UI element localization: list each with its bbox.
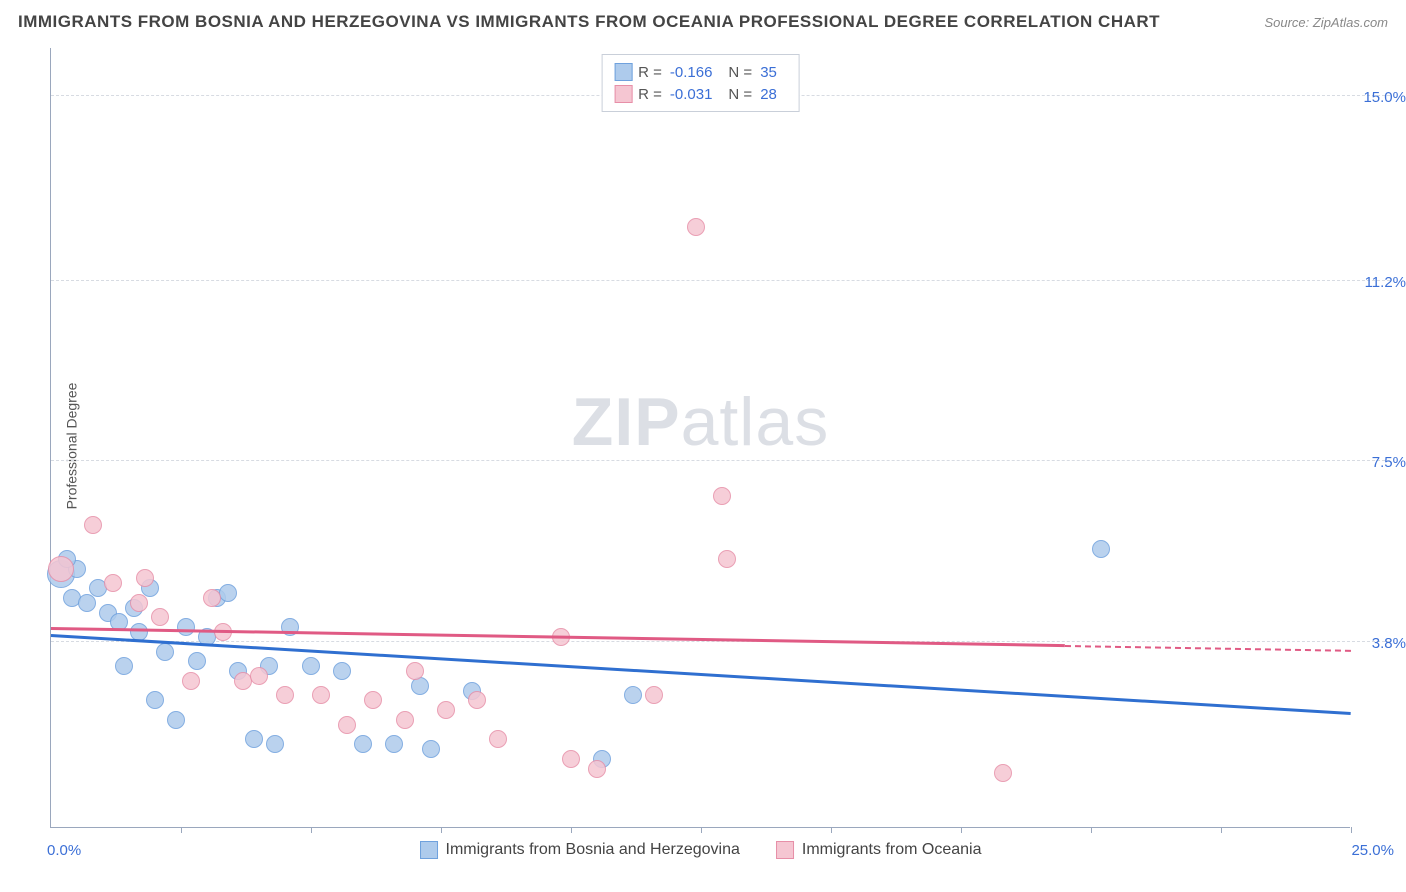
x-tick [1221, 827, 1222, 833]
x-max-label: 25.0% [1351, 842, 1394, 859]
x-tick [701, 827, 702, 833]
swatch-bosnia [420, 841, 438, 859]
data-point-oceania [312, 686, 330, 704]
legend-item-oceania: Immigrants from Oceania [776, 841, 982, 859]
data-point-bosnia [266, 735, 284, 753]
correlation-legend: R = -0.166 N = 35 R = -0.031 N = 28 [601, 54, 800, 112]
y-tick-label: 11.2% [1365, 274, 1406, 291]
swatch-oceania [614, 85, 632, 103]
y-tick-label: 3.8% [1372, 635, 1406, 652]
x-tick [1351, 827, 1352, 833]
data-point-bosnia [188, 652, 206, 670]
data-point-oceania [203, 589, 221, 607]
legend-row-bosnia: R = -0.166 N = 35 [614, 61, 787, 83]
x-tick [441, 827, 442, 833]
scatter-plot: ZIPatlas R = -0.166 N = 35 R = -0.031 N … [50, 48, 1350, 828]
data-point-oceania [588, 760, 606, 778]
series-legend: Immigrants from Bosnia and Herzegovina I… [420, 841, 982, 859]
data-point-oceania [250, 667, 268, 685]
x-tick [961, 827, 962, 833]
source-label: Source: ZipAtlas.com [1264, 15, 1388, 30]
data-point-oceania [468, 691, 486, 709]
data-point-oceania [364, 691, 382, 709]
data-point-bosnia [422, 740, 440, 758]
gridline [51, 641, 1390, 642]
data-point-bosnia [115, 657, 133, 675]
data-point-oceania [437, 701, 455, 719]
y-tick-label: 15.0% [1363, 89, 1406, 106]
data-point-oceania [84, 516, 102, 534]
data-point-bosnia [177, 618, 195, 636]
data-point-oceania [151, 608, 169, 626]
data-point-oceania [48, 556, 74, 582]
data-point-oceania [687, 218, 705, 236]
data-point-bosnia [167, 711, 185, 729]
y-tick-label: 7.5% [1372, 454, 1406, 471]
chart-title: IMMIGRANTS FROM BOSNIA AND HERZEGOVINA V… [18, 12, 1160, 32]
data-point-oceania [562, 750, 580, 768]
x-tick [831, 827, 832, 833]
swatch-bosnia [614, 63, 632, 81]
data-point-oceania [338, 716, 356, 734]
data-point-bosnia [333, 662, 351, 680]
data-point-oceania [130, 594, 148, 612]
data-point-bosnia [219, 584, 237, 602]
data-point-oceania [713, 487, 731, 505]
data-point-oceania [396, 711, 414, 729]
data-point-bosnia [245, 730, 263, 748]
watermark: ZIPatlas [572, 383, 829, 461]
legend-item-bosnia: Immigrants from Bosnia and Herzegovina [420, 841, 740, 859]
gridline [51, 460, 1390, 461]
data-point-bosnia [354, 735, 372, 753]
data-point-oceania [645, 686, 663, 704]
gridline [51, 280, 1390, 281]
data-point-bosnia [385, 735, 403, 753]
data-point-oceania [136, 569, 154, 587]
data-point-oceania [994, 764, 1012, 782]
data-point-bosnia [146, 691, 164, 709]
data-point-bosnia [624, 686, 642, 704]
data-point-bosnia [1092, 540, 1110, 558]
data-point-bosnia [302, 657, 320, 675]
x-tick [571, 827, 572, 833]
legend-row-oceania: R = -0.031 N = 28 [614, 83, 787, 105]
x-tick [1091, 827, 1092, 833]
data-point-oceania [276, 686, 294, 704]
data-point-oceania [406, 662, 424, 680]
x-tick [311, 827, 312, 833]
data-point-bosnia [156, 643, 174, 661]
trend-line-oceania-extrapolated [1065, 645, 1351, 652]
data-point-oceania [718, 550, 736, 568]
data-point-oceania [182, 672, 200, 690]
x-tick [181, 827, 182, 833]
x-min-label: 0.0% [47, 842, 81, 859]
data-point-oceania [104, 574, 122, 592]
swatch-oceania [776, 841, 794, 859]
data-point-oceania [489, 730, 507, 748]
